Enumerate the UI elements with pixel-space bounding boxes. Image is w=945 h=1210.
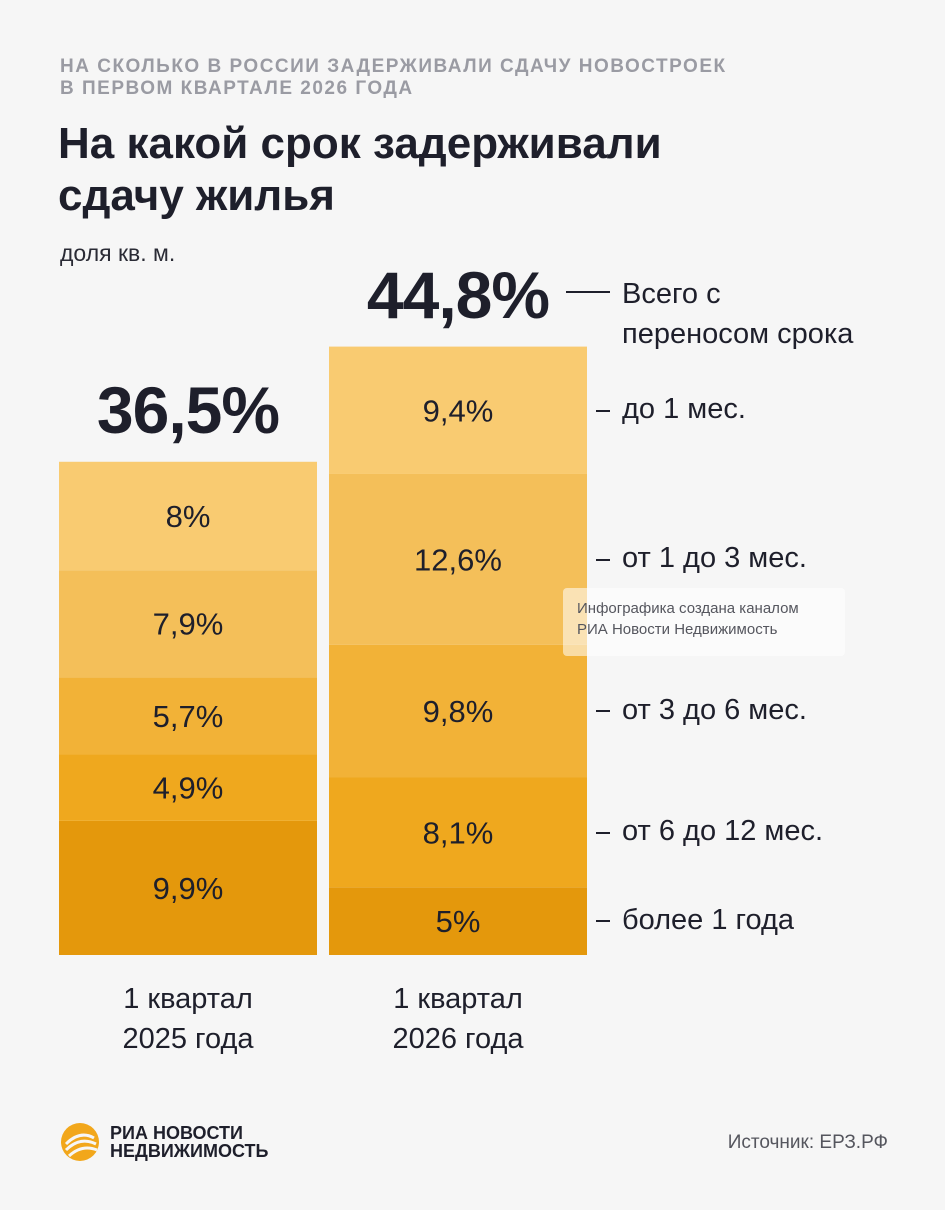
data-label: 9,4% [423, 393, 494, 428]
data-label: 8,1% [423, 815, 494, 850]
legend-label: от 6 до 12 мес. [622, 815, 824, 848]
data-label: 4,9% [153, 771, 224, 806]
title-line-1: На какой срок задерживали [58, 119, 662, 168]
bar-segment [329, 777, 587, 888]
category-label-line-2: 2026 года [392, 1023, 524, 1055]
data-label: 5,7% [153, 699, 224, 734]
data-label: 8% [166, 499, 211, 534]
legend-item: от 6 до 12 мес. [596, 815, 823, 848]
legend-dash [596, 920, 610, 923]
legend-label: более 1 года [622, 904, 795, 937]
legend-label: от 3 до 6 мес. [622, 694, 807, 727]
total-note-line-1: Всего с [622, 278, 721, 310]
bar-segment [59, 677, 317, 755]
data-label: 7,9% [153, 607, 224, 642]
ria-logo-icon [61, 1123, 99, 1161]
total-note-line-2: переносом срока [622, 318, 854, 350]
bar-segment [329, 473, 587, 645]
legend-label: от 1 до 3 мес. [622, 542, 807, 575]
category-label-line-1: 1 квартал [123, 983, 253, 1015]
category-label-line-1: 1 квартал [393, 983, 523, 1015]
category-label: 1 квартал 2025 года [59, 979, 317, 1059]
bar-segment [329, 346, 587, 474]
bar-segment [329, 887, 587, 955]
logo-line-1: РИА НОВОСТИ [110, 1123, 243, 1143]
data-label: 9,9% [153, 871, 224, 906]
legend-dash [596, 831, 610, 834]
total-value: 36,5% [96, 372, 280, 447]
total-note: Всего с переносом срока [622, 274, 853, 354]
legend-item: от 3 до 6 мес. [596, 694, 807, 727]
watermark-line-2: РИА Новости Недвижимость [577, 621, 778, 638]
data-label: 12,6% [414, 542, 502, 577]
category-label: 1 квартал 2026 года [329, 979, 587, 1059]
source-label: Источник: ЕРЗ.РФ [727, 1132, 888, 1153]
watermark: Инфографика создана каналом РИА Новости … [563, 588, 845, 656]
kicker-line-2: В ПЕРВОМ КВАРТАЛЕ 2026 ГОДА [60, 78, 414, 99]
kicker: НА СКОЛЬКО В РОССИИ ЗАДЕРЖИВАЛИ СДАЧУ НО… [60, 56, 727, 100]
data-label: 5% [436, 904, 481, 939]
legend-item: от 1 до 3 мес. [596, 542, 807, 575]
total-value: 44,8% [366, 257, 550, 332]
logo-line-2: НЕДВИЖИМОСТЬ [110, 1141, 269, 1161]
unit-label: доля кв. м. [60, 240, 176, 266]
legend-item: до 1 мес. [596, 393, 746, 426]
legend-dash [596, 409, 610, 412]
total-leader-line [566, 291, 610, 293]
logo-text: РИА НОВОСТИ НЕДВИЖИМОСТЬ [110, 1124, 268, 1160]
bar-segment [59, 754, 317, 821]
kicker-line-1: НА СКОЛЬКО В РОССИИ ЗАДЕРЖИВАЛИ СДАЧУ НО… [60, 56, 727, 77]
legend-label: до 1 мес. [622, 393, 746, 426]
bar-segment [329, 644, 587, 778]
legend-dash [596, 558, 610, 561]
bar-segment [59, 461, 317, 571]
title-line-2: сдачу жилья [58, 171, 335, 220]
watermark-line-1: Инфографика создана каналом [577, 600, 799, 617]
logo: РИА НОВОСТИ НЕДВИЖИМОСТЬ [60, 1122, 268, 1162]
legend-item: более 1 года [596, 904, 794, 937]
category-label-line-2: 2025 года [122, 1023, 254, 1055]
bar-segment [59, 820, 317, 955]
data-label: 9,8% [423, 694, 494, 729]
page-title: На какой срок задерживали сдачу жилья [58, 118, 662, 222]
legend-dash [596, 710, 610, 713]
bar-segment [59, 570, 317, 678]
